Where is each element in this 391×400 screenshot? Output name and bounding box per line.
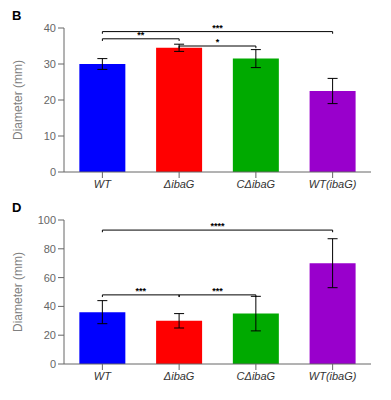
svg-text:****: **** <box>210 221 225 231</box>
html-text:B: B <box>12 8 22 23</box>
svg-text:40: 40 <box>44 22 56 34</box>
svg-text:20: 20 <box>44 94 56 106</box>
svg-text:Diameter (mm): Diameter (mm) <box>11 252 25 332</box>
svg-text:0: 0 <box>50 358 56 370</box>
html-text:D: D <box>12 200 22 215</box>
svg-text:WT(ibaG): WT(ibaG) <box>309 370 357 382</box>
svg-text:0: 0 <box>50 166 56 178</box>
svg-text:WT(ibaG): WT(ibaG) <box>309 178 357 190</box>
svg-text:**: ** <box>137 30 145 40</box>
svg-text:40: 40 <box>44 300 56 312</box>
svg-text:***: *** <box>212 286 223 296</box>
svg-text:20: 20 <box>44 329 56 341</box>
svg-text:CΔibaG: CΔibaG <box>237 370 276 382</box>
svg-text:80: 80 <box>44 243 56 255</box>
svg-text:*: * <box>216 37 220 47</box>
svg-text:Diameter (mm): Diameter (mm) <box>11 60 25 140</box>
svg-text:***: *** <box>212 23 223 33</box>
svg-text:WT: WT <box>94 178 112 190</box>
svg-text:30: 30 <box>44 58 56 70</box>
svg-text:ΔibaG: ΔibaG <box>163 370 195 382</box>
svg-text:***: *** <box>135 286 146 296</box>
svg-text:100: 100 <box>38 214 56 226</box>
svg-text:10: 10 <box>44 130 56 142</box>
svg-text:CΔibaG: CΔibaG <box>237 178 276 190</box>
svg-text:ΔibaG: ΔibaG <box>163 178 195 190</box>
svg-text:60: 60 <box>44 272 56 284</box>
svg-text:WT: WT <box>94 370 112 382</box>
